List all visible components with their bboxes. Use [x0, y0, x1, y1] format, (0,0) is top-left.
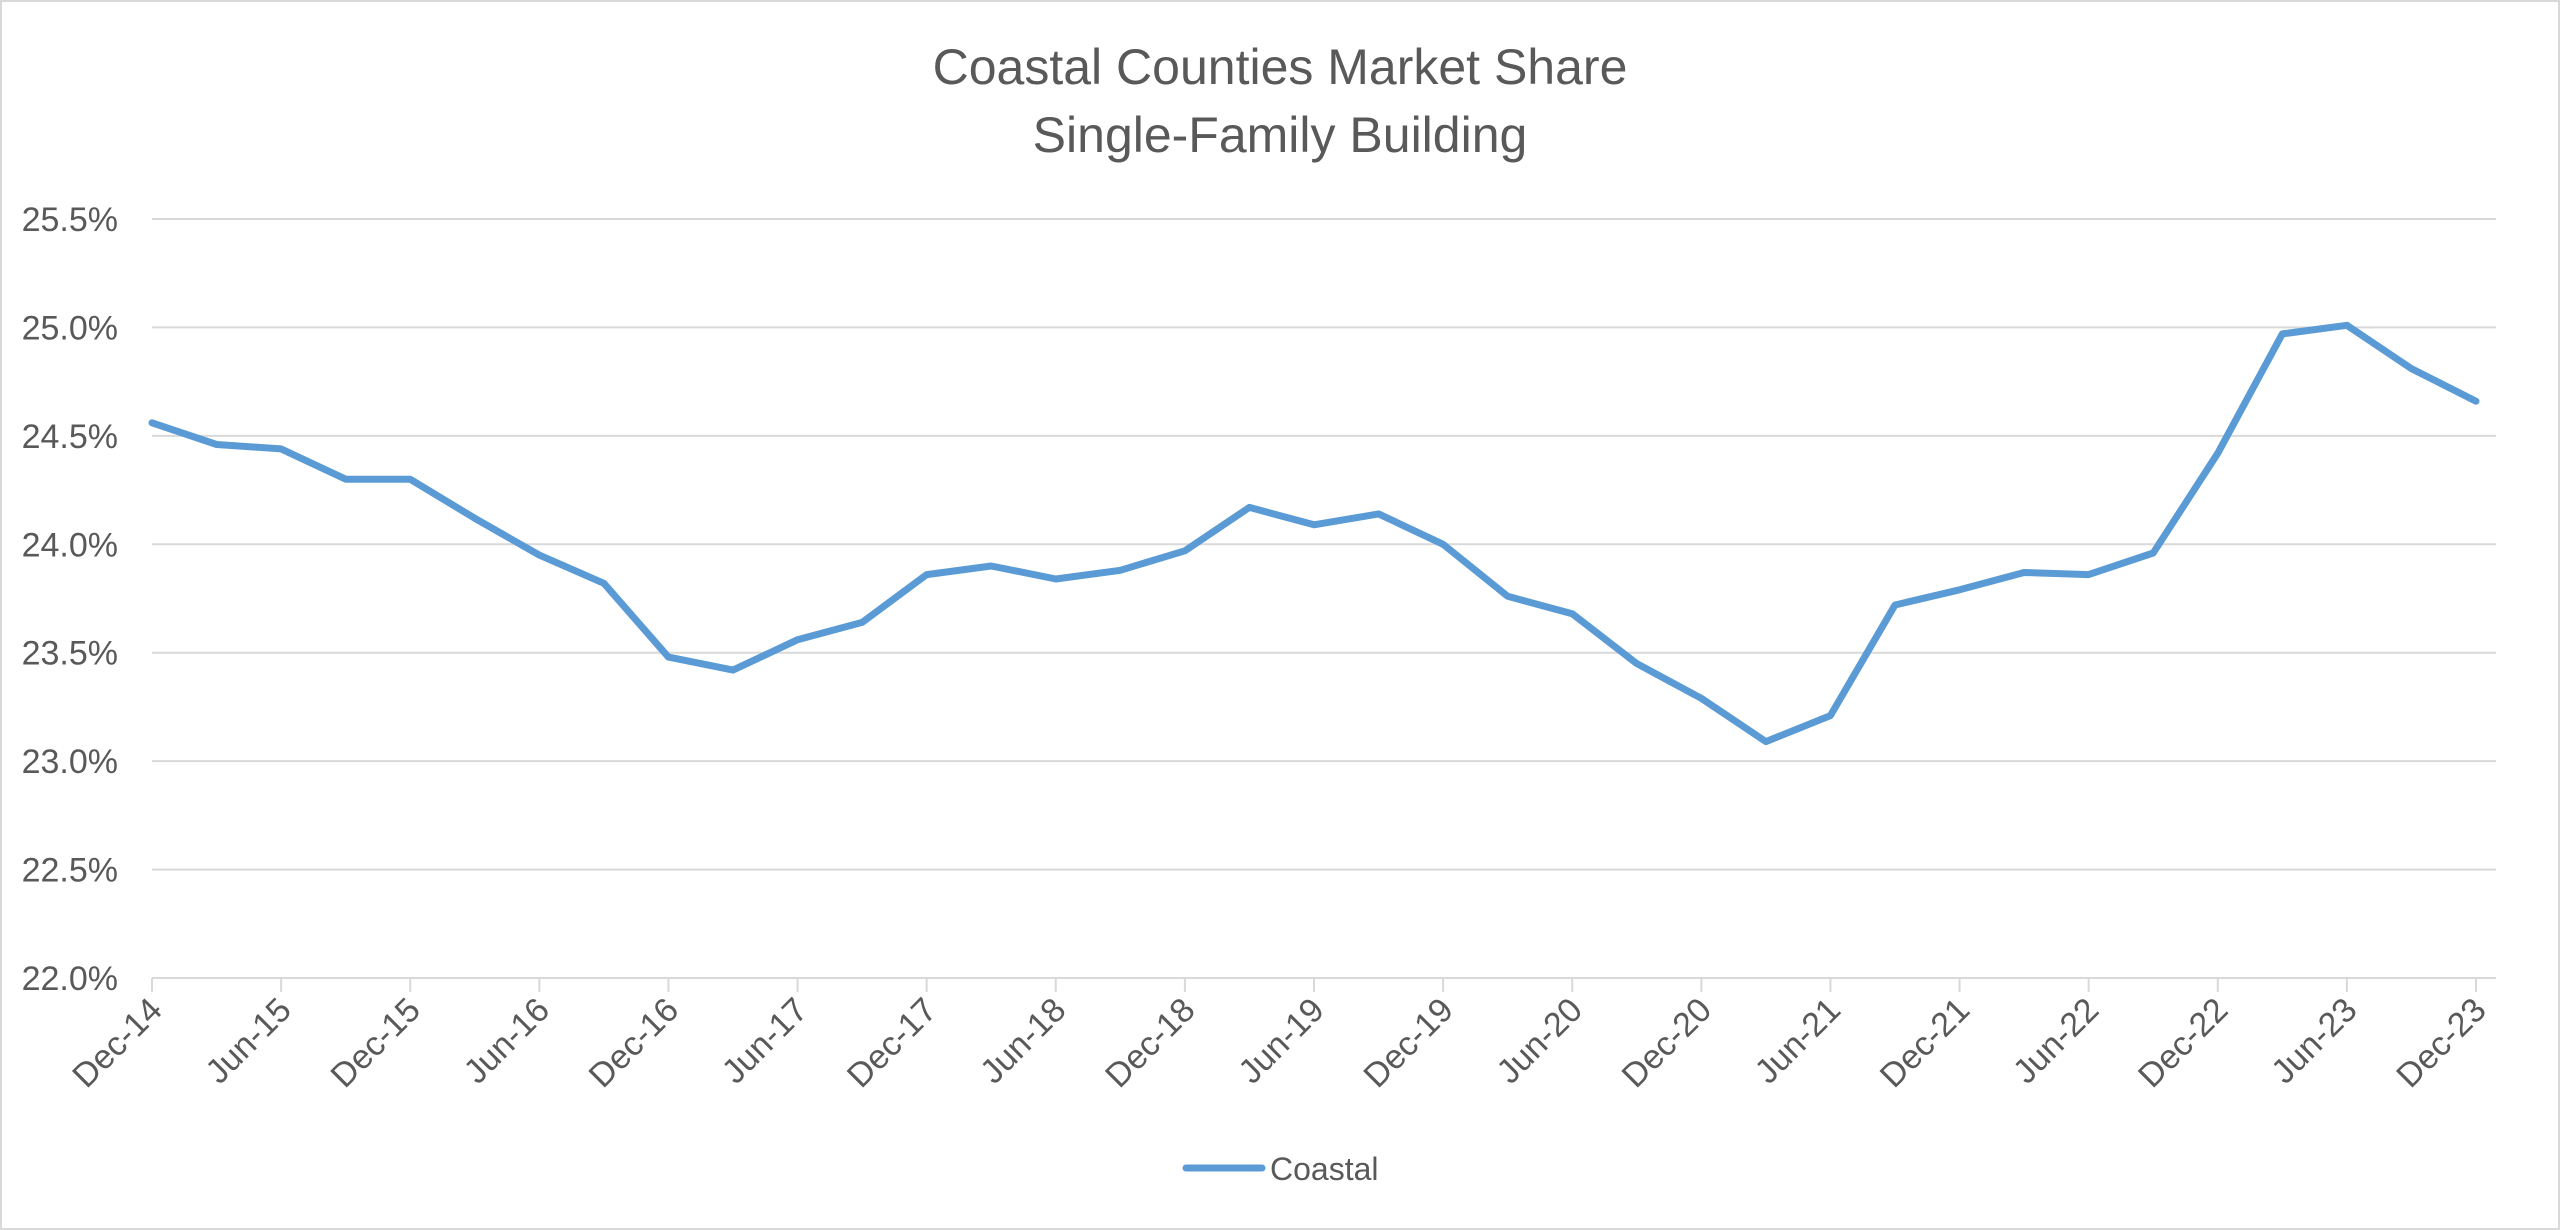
legend: Coastal [1182, 1151, 1379, 1187]
y-tick-label: 24.5% [22, 418, 118, 456]
x-tick-label: Jun-23 [2264, 991, 2364, 1091]
chart-subtitle: Single-Family Building [1033, 107, 1528, 163]
x-axis: Dec-14 Jun-15 Dec-15 Jun-16 Dec-16 Jun-17 Dec-… [65, 977, 2496, 1095]
y-tick-label: 22.5% [22, 852, 118, 890]
x-tick-label: Dec-18 [1098, 991, 1202, 1095]
series-lines [148, 321, 2480, 746]
x-tick-label: Dec-17 [840, 991, 944, 1095]
gridlines [152, 218, 2496, 871]
x-tick-label: Jun-20 [1489, 991, 1589, 1091]
x-tick-label: Jun-19 [1231, 991, 1331, 1091]
series-line-coastal [148, 321, 2480, 746]
y-tick-label: 23.0% [22, 743, 118, 781]
x-tick-label: Jun-18 [973, 991, 1073, 1091]
x-tick-label: Jun-22 [2006, 991, 2106, 1091]
y-tick-label: 25.0% [22, 309, 118, 347]
x-tick-label: Dec-22 [2131, 991, 2235, 1095]
y-tick-label: 24.0% [22, 526, 118, 564]
x-tick-label: Jun-16 [457, 991, 557, 1091]
x-tick-label: Dec-23 [2389, 991, 2493, 1095]
y-tick-label: 25.5% [22, 201, 118, 239]
y-tick-label: 22.0% [22, 960, 118, 998]
x-tick-label: Jun-15 [198, 991, 298, 1091]
legend-label: Coastal [1270, 1151, 1379, 1187]
x-tick-label: Dec-21 [1873, 991, 1977, 1095]
x-tick-label: Dec-20 [1615, 991, 1719, 1095]
chart-title: Coastal Counties Market Share [933, 39, 1628, 95]
x-tick-label: Jun-21 [1748, 991, 1848, 1091]
x-tick-label: Dec-14 [65, 991, 169, 1095]
x-tick-label: Jun-17 [715, 991, 815, 1091]
x-tick-label: Dec-19 [1356, 991, 1460, 1095]
y-tick-label: 23.5% [22, 635, 118, 673]
x-tick-label: Dec-16 [582, 991, 686, 1095]
y-axis-ticks: 22.0% 22.5% 23.0% 23.5% 24.0% 24.5% 25.0% 25.5% [22, 201, 118, 998]
x-tick-label: Dec-15 [324, 991, 428, 1095]
